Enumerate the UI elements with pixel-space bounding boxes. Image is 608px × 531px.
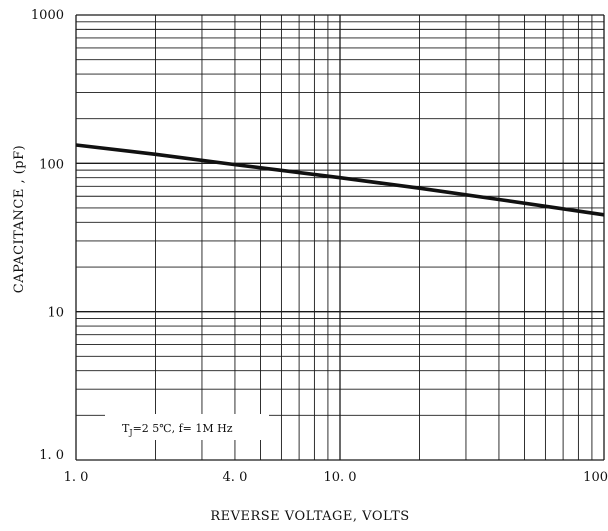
annotation-text: TJ=2 5℃, f= 1M Hz: [122, 422, 233, 437]
y-tick-label: 10: [47, 306, 64, 321]
y-tick-labels: 1. 0 10 100 1000: [31, 8, 64, 463]
x-tick-label: 10. 0: [323, 470, 356, 485]
capacitance-curve: [75, 143, 605, 217]
series-layer: [75, 143, 605, 217]
annotation-box: TJ=2 5℃, f= 1M Hz: [105, 414, 269, 440]
y-axis-title: CAPACITANCE , (pF): [12, 145, 27, 293]
x-tick-label: 100: [583, 470, 608, 485]
y-tick-label: 1000: [31, 8, 64, 23]
x-tick-label: 4. 0: [223, 470, 248, 485]
annotation-conditions: =2 5℃, f= 1M Hz: [133, 422, 233, 435]
annotation-background: [105, 414, 269, 440]
x-axis-title: REVERSE VOLTAGE, VOLTS: [210, 509, 409, 524]
y-tick-label: 1. 0: [39, 448, 64, 463]
grid-layer: [75, 14, 605, 461]
x-tick-labels: 1. 0 4. 0 10. 0 100: [64, 470, 608, 485]
x-tick-label: 1. 0: [64, 470, 89, 485]
y-tick-label: 100: [39, 157, 64, 172]
annotation-t-symbol: T: [122, 422, 130, 435]
annotation-j-subscript: J: [128, 428, 132, 437]
